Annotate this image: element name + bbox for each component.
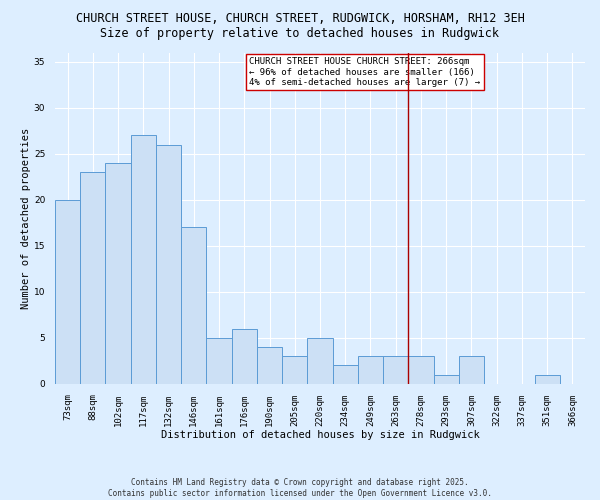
- Bar: [434, 374, 459, 384]
- Bar: [156, 144, 181, 384]
- Text: Size of property relative to detached houses in Rudgwick: Size of property relative to detached ho…: [101, 28, 499, 40]
- Text: Contains HM Land Registry data © Crown copyright and database right 2025.
Contai: Contains HM Land Registry data © Crown c…: [108, 478, 492, 498]
- Bar: [409, 356, 434, 384]
- Bar: [257, 347, 282, 384]
- Bar: [206, 338, 232, 384]
- Bar: [181, 228, 206, 384]
- Bar: [131, 136, 156, 384]
- Bar: [106, 163, 131, 384]
- Bar: [282, 356, 307, 384]
- Bar: [80, 172, 106, 384]
- Bar: [307, 338, 332, 384]
- Y-axis label: Number of detached properties: Number of detached properties: [21, 128, 31, 309]
- X-axis label: Distribution of detached houses by size in Rudgwick: Distribution of detached houses by size …: [161, 430, 479, 440]
- Bar: [232, 328, 257, 384]
- Bar: [358, 356, 383, 384]
- Bar: [459, 356, 484, 384]
- Text: CHURCH STREET HOUSE CHURCH STREET: 266sqm
← 96% of detached houses are smaller (: CHURCH STREET HOUSE CHURCH STREET: 266sq…: [250, 57, 481, 87]
- Bar: [332, 366, 358, 384]
- Text: CHURCH STREET HOUSE, CHURCH STREET, RUDGWICK, HORSHAM, RH12 3EH: CHURCH STREET HOUSE, CHURCH STREET, RUDG…: [76, 12, 524, 26]
- Bar: [383, 356, 409, 384]
- Bar: [55, 200, 80, 384]
- Bar: [535, 374, 560, 384]
